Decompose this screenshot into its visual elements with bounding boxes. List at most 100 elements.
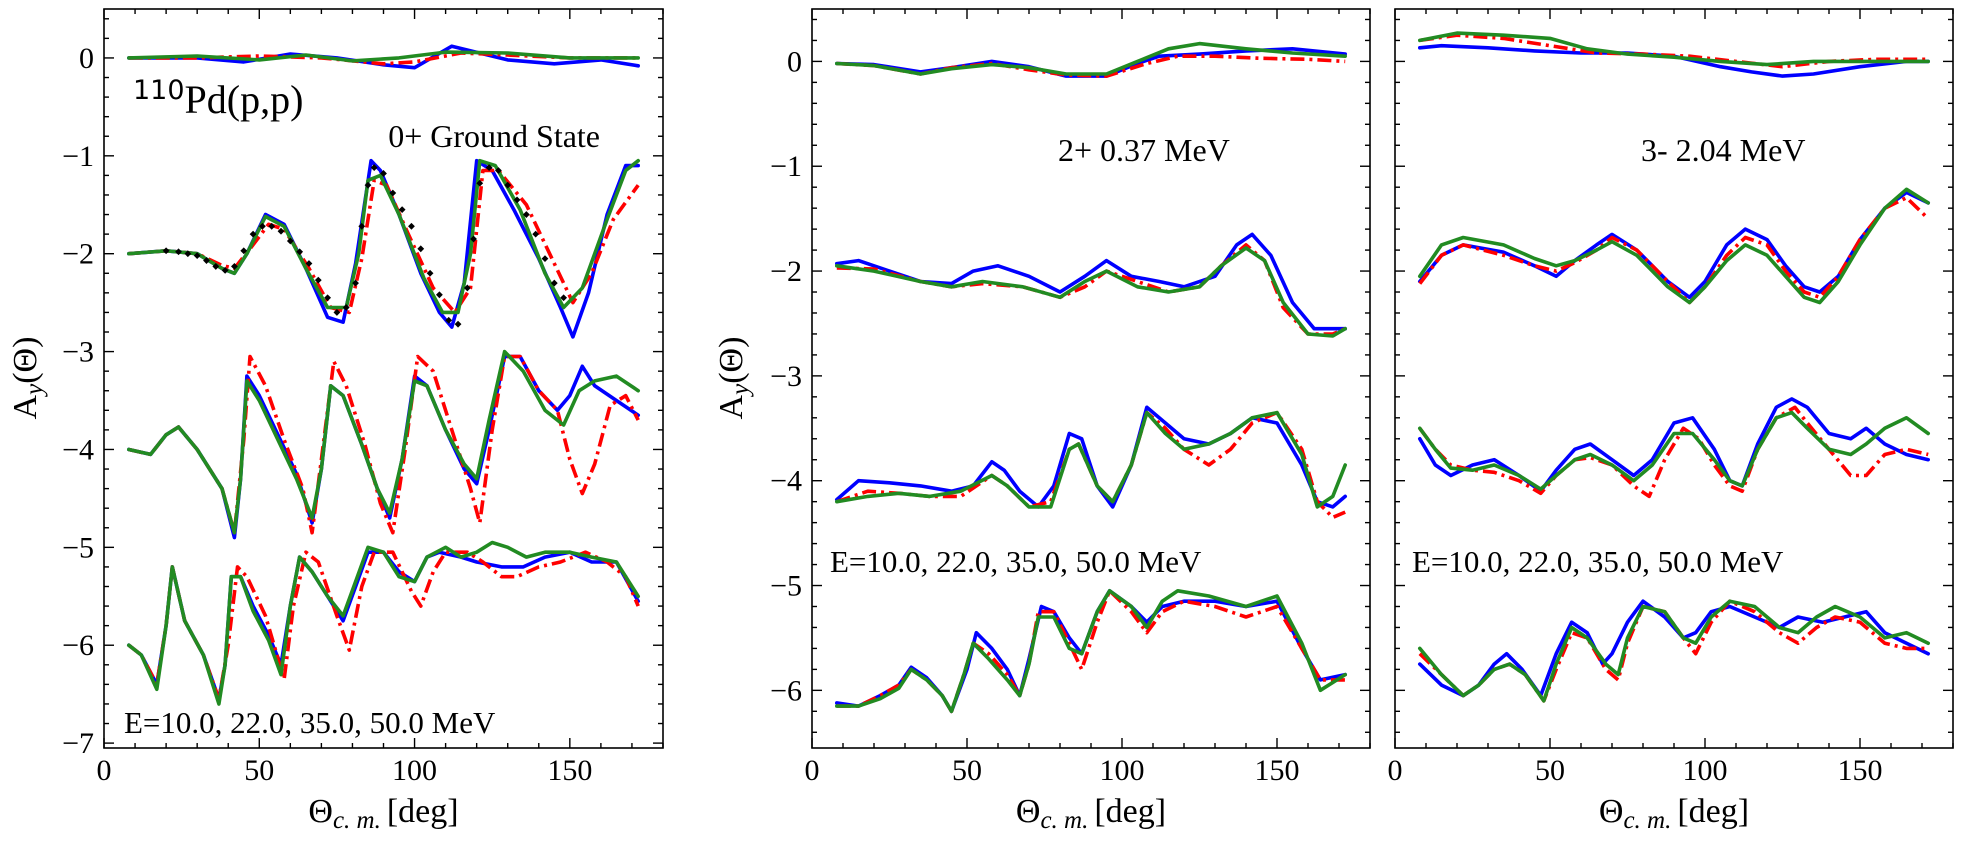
experiment-point <box>370 164 378 171</box>
x-axis-symbol: Θ <box>308 793 333 830</box>
series-green-curve-2 <box>1418 187 1930 305</box>
y-tick-label: −6 <box>770 674 802 707</box>
series-green-curve-2 <box>127 158 640 315</box>
series-blue-curve-3 <box>127 354 640 540</box>
experiment-point <box>380 170 387 177</box>
curves <box>1418 31 1930 703</box>
experiment-point <box>398 206 406 214</box>
x-axis-symbol: Θ <box>1016 793 1041 830</box>
series-blue-curve-3 <box>1418 397 1930 493</box>
experiment-point <box>231 263 238 270</box>
series-green-curve-1 <box>1418 31 1930 67</box>
experiment-point <box>522 211 530 218</box>
experiment-point <box>463 284 471 292</box>
experiment-point <box>175 248 182 256</box>
experiment-point <box>364 181 372 189</box>
experiment-point <box>470 235 477 243</box>
state-label: 2+ 0.37 MeV <box>1058 132 1230 168</box>
plot-frame <box>1394 8 1954 749</box>
series-red-curve-3 <box>1418 405 1929 499</box>
series-green-curve-3 <box>127 349 640 535</box>
experiment-point <box>436 291 443 299</box>
series-green-curve-1 <box>835 41 1347 76</box>
x-tick-label: 50 <box>952 754 982 787</box>
experiment-point <box>485 164 493 171</box>
ticks <box>811 9 1371 748</box>
x-tick-label: 150 <box>1838 754 1883 787</box>
state-label: 3- 2.04 MeV <box>1641 132 1805 168</box>
experiment-point <box>333 309 341 316</box>
series-red-curve-4 <box>836 589 1346 714</box>
series-red-curve-3 <box>128 354 640 535</box>
x-axis-unit: [deg] <box>1677 793 1749 830</box>
experiment-point <box>408 222 415 230</box>
x-tick-label: 100 <box>1100 754 1145 787</box>
y-tick-label: −4 <box>62 433 94 466</box>
chart-title: 110Pd(p,p) <box>133 75 303 122</box>
curves <box>127 44 640 706</box>
experiment-point <box>426 269 434 277</box>
y-axis-label: Ay(Θ) <box>7 337 48 420</box>
x-tick-label: 150 <box>547 754 592 787</box>
y-axis-arg: (Θ) <box>713 337 750 384</box>
experiment-point <box>314 276 322 284</box>
x-axis-label: Θc. m. [deg] <box>1016 793 1166 834</box>
x-axis-label: Θc. m. [deg] <box>308 793 458 834</box>
y-tick-label: −2 <box>62 238 94 271</box>
experiment-point <box>560 294 568 302</box>
x-axis-subscript: c. m. <box>1623 807 1671 834</box>
x-axis-subscript: c. m. <box>333 807 381 834</box>
chart-title-body: Pd(p,p) <box>185 77 304 122</box>
experiment-point <box>495 167 502 174</box>
experiment-point <box>286 237 294 245</box>
experiment-point <box>221 266 229 274</box>
x-tick-label: 0 <box>97 754 112 787</box>
energy-label: E=10.0, 22.0, 35.0, 50.0 MeV <box>830 544 1202 579</box>
y-tick-label: −3 <box>770 360 802 393</box>
y-tick-label: −2 <box>770 255 802 288</box>
panel-left: 0 50 100 150 0 −1 −2 −3 −4 −5 −6 −7 Θc. m. [deg] Ay(Θ)… <box>7 8 664 834</box>
series-green-curve-4 <box>835 589 1347 714</box>
experiment-point <box>258 222 266 230</box>
experiment-point <box>513 196 521 204</box>
series-red-curve-2 <box>128 168 640 315</box>
experiment-point <box>184 250 192 258</box>
y-tick-label: −7 <box>62 727 94 760</box>
experiment-point <box>296 248 304 256</box>
experiment-point <box>212 263 220 270</box>
y-tick-label: −3 <box>62 336 94 369</box>
y-axis-main: A <box>7 394 44 419</box>
series-green-curve-3 <box>1418 410 1930 491</box>
y-tick-label: −6 <box>62 629 94 662</box>
experiment-point <box>324 294 331 302</box>
series-green-curve-1 <box>127 50 640 63</box>
x-axis-subscript: c. m. <box>1040 807 1088 834</box>
series-green-curve-4 <box>127 540 640 706</box>
x-tick-label: 50 <box>244 754 274 787</box>
energy-label: E=10.0, 22.0, 35.0, 50.0 MeV <box>1412 544 1784 579</box>
y-axis-arg: (Θ) <box>7 337 44 384</box>
series-blue-curve-2 <box>127 158 640 339</box>
experiment-point <box>358 222 366 230</box>
experiment-point <box>352 279 359 287</box>
x-tick-label: 150 <box>1255 754 1300 787</box>
curves <box>835 41 1347 714</box>
experiment-point <box>445 316 453 324</box>
x-axis-unit: [deg] <box>1094 793 1166 830</box>
series-blue-curve-1 <box>127 44 640 70</box>
x-tick-label: 50 <box>1535 754 1565 787</box>
y-tick-label: −1 <box>62 140 94 173</box>
panel-right: 0 50 100 150 Θc. m. [deg] 3- 2.04 MeV E=10.0, 2… <box>1388 8 1954 834</box>
series-blue-curve-4 <box>127 550 640 701</box>
series-red-curve-4 <box>127 550 640 701</box>
x-tick-label: 100 <box>1683 754 1728 787</box>
y-tick-label: 0 <box>79 42 94 75</box>
experiment-point <box>541 255 549 262</box>
experiment-point <box>268 222 276 230</box>
y-tick-label: 0 <box>787 45 802 78</box>
experiment-point <box>240 247 248 255</box>
x-tick-label: 100 <box>392 754 437 787</box>
experiment-point <box>476 179 484 187</box>
y-axis-label: Ay(Θ) <box>713 337 754 420</box>
experiment-point <box>532 230 540 238</box>
